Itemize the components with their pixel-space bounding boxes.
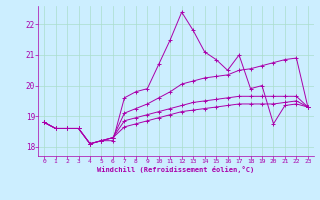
X-axis label: Windchill (Refroidissement éolien,°C): Windchill (Refroidissement éolien,°C) xyxy=(97,166,255,173)
